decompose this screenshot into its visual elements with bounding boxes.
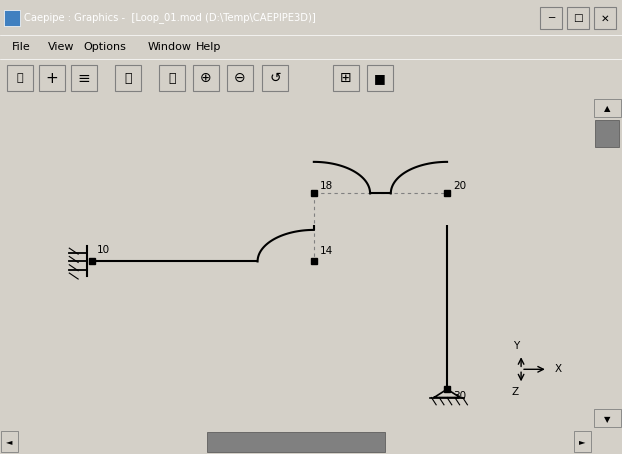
Bar: [1, 431, 18, 452]
Bar: [262, 65, 288, 91]
Bar: [567, 7, 589, 30]
Text: 18: 18: [320, 181, 333, 191]
Bar: [594, 7, 616, 30]
Text: ⊞: ⊞: [340, 71, 352, 85]
Text: Window: Window: [148, 42, 192, 52]
Text: Options: Options: [83, 42, 126, 52]
Bar: [595, 120, 619, 147]
Text: ≡: ≡: [78, 70, 90, 86]
Text: ■: ■: [374, 72, 386, 84]
Text: Z: Z: [512, 387, 519, 397]
Bar: [574, 431, 591, 452]
Text: ─: ─: [548, 13, 554, 23]
Bar: [227, 65, 253, 91]
Text: ►: ►: [580, 437, 586, 446]
Text: ▲: ▲: [604, 104, 610, 113]
Text: 🖨: 🖨: [17, 73, 23, 83]
Bar: [367, 65, 393, 91]
Bar: [7, 65, 33, 91]
Text: +: +: [45, 70, 58, 86]
Bar: [593, 409, 621, 427]
Text: Caepipe : Graphics -  [Loop_01.mod (D:\Temp\CAEPIPE3D)]: Caepipe : Graphics - [Loop_01.mod (D:\Te…: [24, 12, 316, 23]
Text: View: View: [48, 42, 75, 52]
Bar: [207, 431, 385, 451]
Text: Help: Help: [196, 42, 221, 52]
Text: X: X: [555, 364, 562, 374]
Bar: [115, 65, 141, 91]
Text: ◄: ◄: [6, 437, 12, 446]
Text: ▼: ▼: [604, 415, 610, 424]
Text: □: □: [573, 13, 583, 23]
Text: ⊖: ⊖: [234, 71, 246, 85]
Bar: [193, 65, 219, 91]
Text: Y: Y: [513, 341, 519, 351]
Bar: [39, 65, 65, 91]
Text: 10: 10: [96, 245, 109, 255]
Bar: [71, 65, 97, 91]
Text: 📷: 📷: [124, 72, 132, 84]
Bar: [333, 65, 359, 91]
Bar: [593, 99, 621, 117]
Text: 🔎: 🔎: [168, 72, 176, 84]
Text: File: File: [12, 42, 30, 52]
Text: 20: 20: [453, 181, 466, 191]
Text: ✕: ✕: [601, 13, 610, 23]
Text: 14: 14: [320, 247, 333, 257]
Text: ⊕: ⊕: [200, 71, 212, 85]
Text: ↺: ↺: [269, 71, 281, 85]
Bar: [4, 10, 20, 26]
Bar: [159, 65, 185, 91]
Text: 30: 30: [453, 391, 466, 401]
Bar: [540, 7, 562, 30]
